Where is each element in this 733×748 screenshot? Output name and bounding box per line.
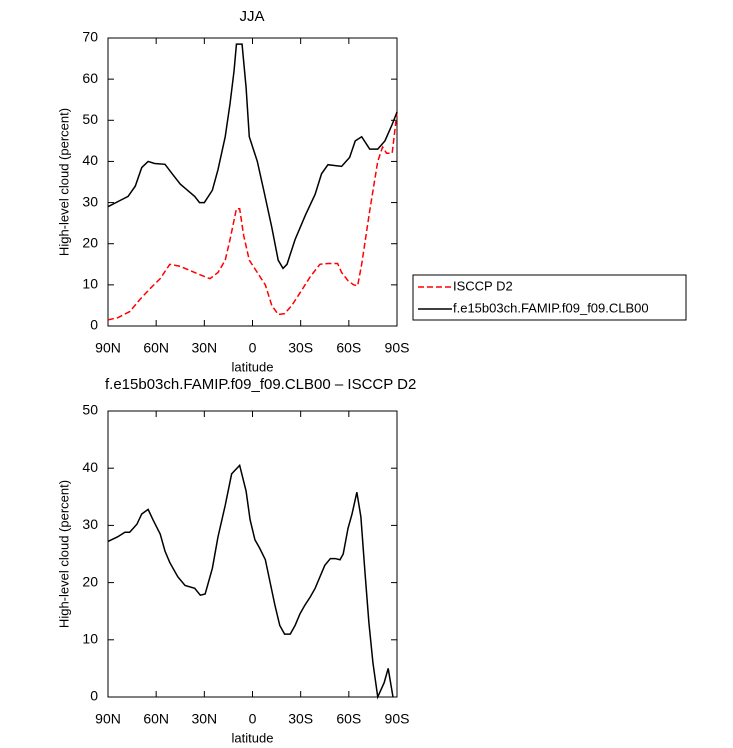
plot-frame: [107, 410, 398, 698]
x-tick-label: 30S: [288, 711, 313, 727]
x-axis-label: latitude: [232, 359, 274, 374]
x-tick-label: 90S: [385, 711, 410, 727]
chart-title: JJA: [239, 8, 264, 25]
y-tick-label: 0: [90, 317, 98, 333]
x-tick-label: 60S: [336, 711, 361, 727]
x-tick-label: 0: [249, 711, 257, 727]
y-axis-label: High-level cloud (percent): [56, 480, 71, 628]
y-tick-label: 30: [82, 516, 98, 532]
y-tick-label: 50: [82, 111, 98, 127]
x-axis-label: latitude: [232, 730, 274, 745]
chart-title: f.e15b03ch.FAMIP.f09_f09.CLB00 – ISCCP D…: [105, 376, 416, 393]
x-tick-label: 90N: [95, 340, 121, 356]
x-tick-label: 0: [249, 340, 257, 356]
y-tick-label: 50: [82, 402, 98, 418]
legend-box: [412, 274, 687, 321]
y-tick-label: 40: [82, 152, 98, 168]
y-tick-label: 10: [82, 631, 98, 647]
data-line: [107, 43, 398, 270]
y-tick-label: 60: [82, 70, 98, 86]
x-tick-label: 60N: [143, 711, 169, 727]
legend-label: f.e15b03ch.FAMIP.f09_f09.CLB00: [453, 300, 649, 315]
y-tick-label: 40: [82, 459, 98, 475]
y-tick-label: 20: [82, 234, 98, 250]
x-tick-label: 30N: [191, 711, 217, 727]
legend-label: ISCCP D2: [453, 278, 513, 293]
y-tick-label: 10: [82, 276, 98, 292]
x-tick-label: 60N: [143, 340, 169, 356]
x-tick-label: 30N: [191, 340, 217, 356]
x-tick-label: 90S: [385, 340, 410, 356]
data-line: [107, 111, 398, 321]
x-tick-label: 90N: [95, 711, 121, 727]
y-axis-label: High-level cloud (percent): [56, 108, 71, 256]
y-tick-label: 30: [82, 193, 98, 209]
y-tick-label: 0: [90, 688, 98, 704]
y-tick-label: 70: [82, 29, 98, 45]
x-tick-label: 60S: [336, 340, 361, 356]
plot-frame: [107, 37, 398, 327]
x-tick-label: 30S: [288, 340, 313, 356]
plot: JJA 0 10 20 30 40 50 60 70 90N 60N 30N 0 30S 60S 90S lat…: [56, 8, 687, 374]
y-tick-label: 20: [82, 573, 98, 589]
plot: f.e15b03ch.FAMIP.f09_f09.CLB00 – ISCCP D…: [56, 376, 416, 745]
data-line: [107, 463, 394, 700]
